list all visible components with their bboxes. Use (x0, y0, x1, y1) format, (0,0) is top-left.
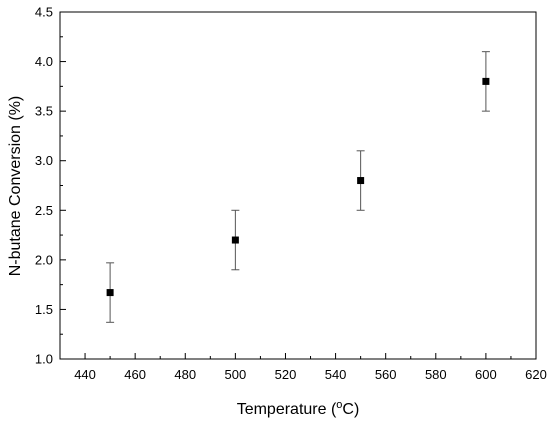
data-point (357, 177, 365, 185)
x-tick-label: 480 (174, 367, 196, 382)
y-tick-label: 1.0 (35, 352, 53, 367)
data-point (482, 77, 490, 85)
plot-frame (59, 11, 537, 360)
x-tick-label: 520 (275, 367, 297, 382)
y-tick-label: 4.5 (35, 5, 53, 20)
data-point (231, 236, 239, 244)
x-axis-label-after: C) (342, 401, 359, 418)
y-tick-label: 2.5 (35, 203, 53, 218)
x-tick-label: 500 (225, 367, 247, 382)
x-tick-label: 440 (74, 367, 96, 382)
y-tick-label: 3.5 (35, 104, 53, 119)
x-tick-label: 460 (124, 367, 146, 382)
x-tick-label: 620 (525, 367, 547, 382)
y-axis-ticks: 1.0 1.5 2.0 2.5 3.0 3.5 4.0 4.5 (35, 5, 66, 367)
x-axis-label: Temperature (oC) (237, 399, 360, 418)
x-axis-ticks: 440 460 480 500 520 540 560 580 600 620 (59, 353, 547, 382)
x-tick-label: 580 (425, 367, 447, 382)
y-tick-label: 2.0 (35, 252, 53, 267)
x-tick-label: 560 (375, 367, 397, 382)
x-tick-label: 540 (325, 367, 347, 382)
data-points (106, 51, 490, 323)
x-axis-label-main: Temperature ( (237, 401, 337, 418)
data-point (106, 289, 114, 297)
x-axis-label-sup: o (336, 399, 342, 411)
y-tick-label: 4.0 (35, 54, 53, 69)
y-axis-label: N-butane Conversion (%) (7, 96, 24, 277)
x-tick-label: 600 (475, 367, 497, 382)
y-tick-label: 3.0 (35, 153, 53, 168)
y-tick-label: 1.5 (35, 302, 53, 317)
